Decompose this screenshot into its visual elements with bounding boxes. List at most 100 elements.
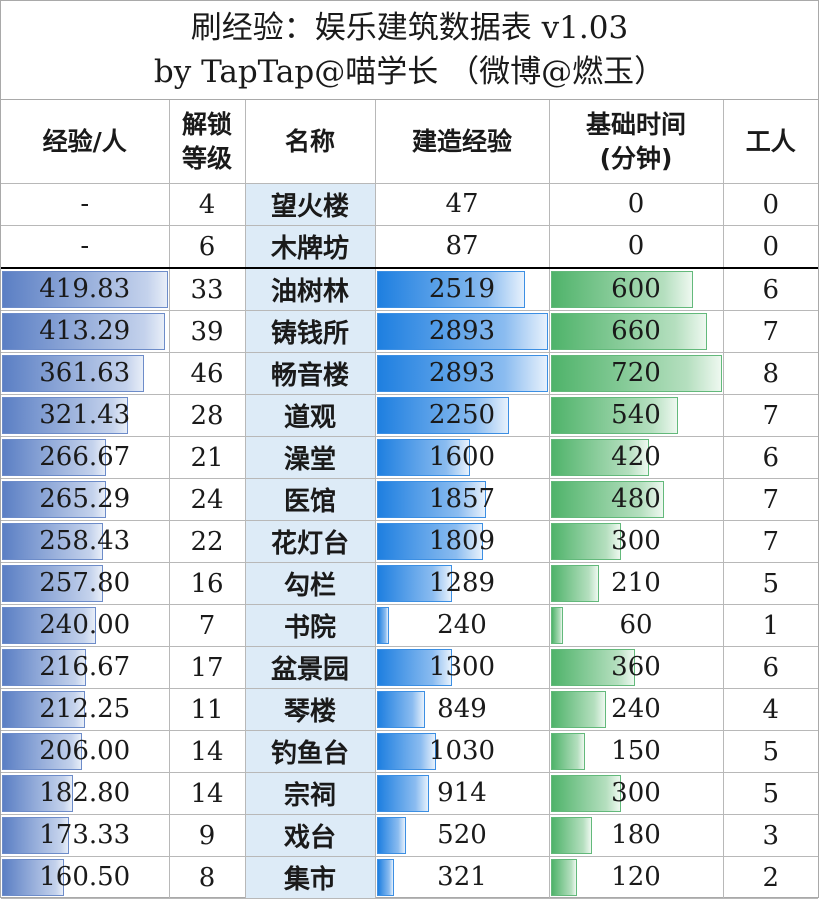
building-name-cell[interactable]: 澡堂 bbox=[245, 436, 376, 479]
workers-cell[interactable]: 4 bbox=[723, 688, 818, 731]
building-name-cell[interactable]: 油树林 bbox=[245, 267, 376, 311]
exp-cell[interactable]: 206.00 bbox=[1, 730, 170, 773]
workers-cell[interactable]: 7 bbox=[723, 310, 818, 353]
building-name-cell[interactable]: 望火楼 bbox=[245, 183, 376, 226]
unlock-level-cell[interactable]: 16 bbox=[169, 562, 246, 605]
workers-cell[interactable]: 5 bbox=[723, 562, 818, 605]
build-cell[interactable]: 240 bbox=[375, 604, 550, 647]
building-name-cell[interactable]: 花灯台 bbox=[245, 520, 376, 563]
unlock-level-cell[interactable]: 7 bbox=[169, 604, 246, 647]
workers-cell[interactable]: 0 bbox=[723, 225, 818, 269]
time-cell[interactable]: 0 bbox=[549, 183, 724, 226]
build-cell[interactable]: 2519 bbox=[375, 267, 550, 311]
header-base-time[interactable]: 基础时间 (分钟) bbox=[549, 100, 724, 184]
time-cell[interactable]: 300 bbox=[549, 772, 724, 815]
header-workers[interactable]: 工人 bbox=[723, 100, 818, 184]
build-cell[interactable]: 1809 bbox=[375, 520, 550, 563]
workers-cell[interactable]: 3 bbox=[723, 814, 818, 857]
building-name-cell[interactable]: 道观 bbox=[245, 394, 376, 437]
exp-cell[interactable]: 266.67 bbox=[1, 436, 170, 479]
building-name-cell[interactable]: 戏台 bbox=[245, 814, 376, 857]
exp-cell[interactable]: 258.43 bbox=[1, 520, 170, 563]
building-name-cell[interactable]: 铸钱所 bbox=[245, 310, 376, 353]
time-cell[interactable]: 420 bbox=[549, 436, 724, 479]
building-name-cell[interactable]: 钓鱼台 bbox=[245, 730, 376, 773]
time-cell[interactable]: 150 bbox=[549, 730, 724, 773]
build-cell[interactable]: 47 bbox=[375, 183, 550, 226]
build-cell[interactable]: 2893 bbox=[375, 352, 550, 395]
unlock-level-cell[interactable]: 33 bbox=[169, 267, 246, 311]
exp-cell[interactable]: 361.63 bbox=[1, 352, 170, 395]
exp-cell[interactable]: - bbox=[1, 225, 170, 269]
exp-cell[interactable]: 265.29 bbox=[1, 478, 170, 521]
workers-cell[interactable]: 6 bbox=[723, 436, 818, 479]
build-cell[interactable]: 2893 bbox=[375, 310, 550, 353]
build-cell[interactable]: 1030 bbox=[375, 730, 550, 773]
exp-cell[interactable]: - bbox=[1, 183, 170, 226]
unlock-level-cell[interactable]: 21 bbox=[169, 436, 246, 479]
unlock-level-cell[interactable]: 14 bbox=[169, 772, 246, 815]
build-cell[interactable]: 1300 bbox=[375, 646, 550, 689]
building-name-cell[interactable]: 书院 bbox=[245, 604, 376, 647]
workers-cell[interactable]: 5 bbox=[723, 730, 818, 773]
unlock-level-cell[interactable]: 11 bbox=[169, 688, 246, 731]
exp-cell[interactable]: 321.43 bbox=[1, 394, 170, 437]
time-cell[interactable]: 120 bbox=[549, 856, 724, 899]
workers-cell[interactable]: 6 bbox=[723, 267, 818, 311]
unlock-level-cell[interactable]: 14 bbox=[169, 730, 246, 773]
exp-cell[interactable]: 413.29 bbox=[1, 310, 170, 353]
unlock-level-cell[interactable]: 24 bbox=[169, 478, 246, 521]
header-unlock-level[interactable]: 解锁 等级 bbox=[169, 100, 246, 184]
building-name-cell[interactable]: 宗祠 bbox=[245, 772, 376, 815]
workers-cell[interactable]: 6 bbox=[723, 646, 818, 689]
building-name-cell[interactable]: 琴楼 bbox=[245, 688, 376, 731]
unlock-level-cell[interactable]: 46 bbox=[169, 352, 246, 395]
build-cell[interactable]: 849 bbox=[375, 688, 550, 731]
build-cell[interactable]: 1857 bbox=[375, 478, 550, 521]
time-cell[interactable]: 540 bbox=[549, 394, 724, 437]
exp-cell[interactable]: 160.50 bbox=[1, 856, 170, 899]
time-cell[interactable]: 600 bbox=[549, 267, 724, 311]
unlock-level-cell[interactable]: 9 bbox=[169, 814, 246, 857]
time-cell[interactable]: 720 bbox=[549, 352, 724, 395]
unlock-level-cell[interactable]: 28 bbox=[169, 394, 246, 437]
unlock-level-cell[interactable]: 39 bbox=[169, 310, 246, 353]
exp-cell[interactable]: 173.33 bbox=[1, 814, 170, 857]
building-name-cell[interactable]: 勾栏 bbox=[245, 562, 376, 605]
exp-cell[interactable]: 182.80 bbox=[1, 772, 170, 815]
workers-cell[interactable]: 7 bbox=[723, 520, 818, 563]
header-name[interactable]: 名称 bbox=[245, 100, 376, 184]
build-cell[interactable]: 520 bbox=[375, 814, 550, 857]
building-name-cell[interactable]: 盆景园 bbox=[245, 646, 376, 689]
header-exp-per-worker[interactable]: 经验/人 bbox=[1, 100, 170, 184]
build-cell[interactable]: 1600 bbox=[375, 436, 550, 479]
time-cell[interactable]: 660 bbox=[549, 310, 724, 353]
workers-cell[interactable]: 7 bbox=[723, 478, 818, 521]
building-name-cell[interactable]: 医馆 bbox=[245, 478, 376, 521]
workers-cell[interactable]: 5 bbox=[723, 772, 818, 815]
time-cell[interactable]: 180 bbox=[549, 814, 724, 857]
workers-cell[interactable]: 1 bbox=[723, 604, 818, 647]
time-cell[interactable]: 480 bbox=[549, 478, 724, 521]
exp-cell[interactable]: 240.00 bbox=[1, 604, 170, 647]
time-cell[interactable]: 0 bbox=[549, 225, 724, 269]
build-cell[interactable]: 1289 bbox=[375, 562, 550, 605]
build-cell[interactable]: 914 bbox=[375, 772, 550, 815]
exp-cell[interactable]: 257.80 bbox=[1, 562, 170, 605]
time-cell[interactable]: 360 bbox=[549, 646, 724, 689]
workers-cell[interactable]: 7 bbox=[723, 394, 818, 437]
workers-cell[interactable]: 0 bbox=[723, 183, 818, 226]
building-name-cell[interactable]: 木牌坊 bbox=[245, 225, 376, 269]
build-cell[interactable]: 87 bbox=[375, 225, 550, 269]
workers-cell[interactable]: 2 bbox=[723, 856, 818, 899]
header-build-exp[interactable]: 建造经验 bbox=[375, 100, 550, 184]
time-cell[interactable]: 210 bbox=[549, 562, 724, 605]
exp-cell[interactable]: 419.83 bbox=[1, 267, 170, 311]
unlock-level-cell[interactable]: 8 bbox=[169, 856, 246, 899]
building-name-cell[interactable]: 集市 bbox=[245, 856, 376, 899]
unlock-level-cell[interactable]: 4 bbox=[169, 183, 246, 226]
exp-cell[interactable]: 216.67 bbox=[1, 646, 170, 689]
unlock-level-cell[interactable]: 17 bbox=[169, 646, 246, 689]
build-cell[interactable]: 321 bbox=[375, 856, 550, 899]
time-cell[interactable]: 60 bbox=[549, 604, 724, 647]
